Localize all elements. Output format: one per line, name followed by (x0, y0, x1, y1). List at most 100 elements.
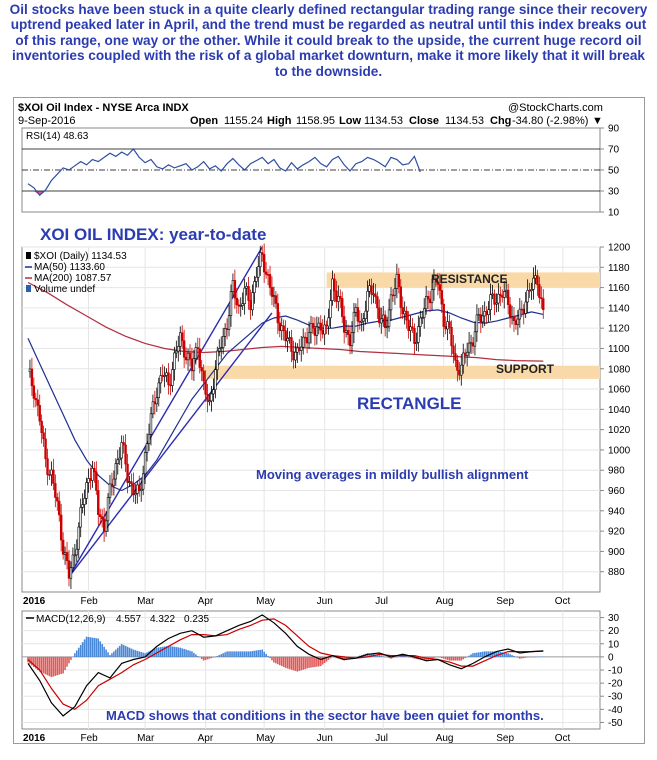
price-candle-body (298, 347, 301, 351)
price-candle-body (274, 295, 278, 304)
macd-month-label: Feb (81, 733, 99, 743)
price-candle-body (518, 308, 522, 320)
macd-histogram-bar (536, 656, 539, 658)
macd-histogram-bar (273, 656, 275, 663)
macd-histogram-bar (44, 656, 47, 675)
price-candle-body (506, 289, 510, 305)
price-candle-body (99, 514, 102, 518)
price-candle-body (280, 325, 283, 331)
price-candle-body (493, 293, 496, 305)
macd-histogram-bar (474, 652, 476, 657)
low-value: 1134.53 (364, 115, 403, 127)
rsi-line (27, 148, 421, 197)
macd-histogram-bar (296, 656, 299, 672)
macd-histogram-bar (177, 647, 180, 657)
macd-histogram-bar (253, 650, 256, 657)
low-label: Low (339, 115, 361, 127)
price-candle-body (491, 293, 494, 296)
macd-histogram-bar (36, 656, 39, 671)
price-candle-body (428, 298, 432, 304)
macd-histogram-bar (282, 656, 285, 667)
price-candle-body (233, 280, 237, 299)
macd-histogram-bar (239, 651, 242, 657)
macd-histogram-bar (413, 656, 416, 659)
price-candle-body (104, 520, 108, 532)
price-candle-body (75, 548, 78, 556)
macd-histogram-bar (501, 652, 504, 657)
macd-histogram-bar (75, 650, 78, 657)
price-candle-body (446, 321, 449, 330)
price-candle-body (65, 552, 69, 562)
price-candle-body (397, 273, 401, 288)
price-tick-label: 1100 (608, 344, 630, 355)
macd-histogram-bar (150, 650, 152, 657)
macd-histogram-bar (257, 650, 260, 657)
price-candle-body (163, 375, 166, 377)
price-candle-body (417, 326, 420, 343)
price-candle-body (475, 314, 479, 333)
price-candle-body (346, 329, 350, 335)
rsi-legend: RSI(14) 48.63 (26, 131, 89, 142)
macd-histogram-bar (130, 648, 133, 657)
price-candle-body (89, 478, 92, 481)
price-month-label: Jun (317, 596, 333, 607)
price-candle-body (79, 507, 82, 528)
price-candle-body (305, 337, 309, 344)
price-candle-body (56, 497, 59, 502)
macd-histogram-bar (183, 648, 185, 657)
rsi-tick-label: 30 (608, 187, 620, 198)
macd-histogram-bar (181, 648, 183, 657)
price-candle-body (501, 295, 504, 298)
price-candle-body (358, 320, 361, 323)
price-legend: $XOI (Daily) 1134.53 MA(50) 1133.60 MA(2… (25, 251, 127, 295)
price-candle-body (405, 310, 408, 321)
macd-histogram-bar (388, 656, 390, 659)
macd-histogram-bar (398, 656, 400, 657)
price-candle-body (67, 560, 71, 579)
price-candle-body (438, 284, 442, 291)
macd-histogram-bar (513, 655, 515, 657)
price-candle-body (59, 514, 63, 541)
macd-month-label: Jul (375, 733, 388, 743)
rsi-tick-label: 50 (608, 166, 620, 177)
macd-histogram-bar (466, 656, 468, 658)
price-candle-body (374, 293, 377, 297)
macd-histogram-bar (140, 651, 142, 657)
macd-histogram-bar (431, 656, 433, 659)
price-candle-body (188, 352, 192, 360)
intro-paragraph: Oil stocks have been stuck in a quite cl… (9, 2, 648, 79)
price-candle-body (268, 274, 272, 288)
macd-legend-signal-value: 4.322 (150, 614, 175, 625)
macd-histogram-bar (72, 656, 74, 658)
macd-histogram-bar (454, 656, 457, 661)
price-candle-body (411, 326, 414, 329)
macd-histogram-bar (237, 651, 240, 657)
price-candle-body (95, 471, 98, 491)
price-candle-body (456, 360, 459, 371)
macd-histogram-bar (284, 656, 287, 668)
macd-histogram-bar (103, 646, 105, 657)
price-candle-body (444, 326, 447, 330)
macd-histogram-bar (503, 652, 506, 657)
macd-histogram-bar (517, 656, 519, 658)
macd-histogram-bar (251, 651, 254, 657)
macd-histogram-bar (300, 656, 303, 671)
price-candle-body (63, 552, 67, 555)
price-candle-body (487, 309, 490, 316)
price-candle-body (469, 342, 473, 345)
macd-histogram-bar (319, 656, 322, 667)
macd-histogram-bar (497, 651, 500, 657)
macd-histogram-bar (439, 656, 441, 658)
price-tick-label: 1180 (608, 263, 630, 274)
macd-histogram-bar (31, 656, 33, 666)
price-candle-body (460, 364, 463, 376)
macd-histogram-bar (481, 651, 484, 657)
price-month-label: Aug (436, 596, 454, 607)
price-candle-body (261, 252, 264, 255)
macd-histogram-bar (487, 651, 490, 657)
macd-histogram-bar (392, 656, 394, 659)
macd-tick-label: 20 (608, 626, 620, 637)
chart-source: @StockCharts.com (508, 102, 603, 114)
price-candle-body (208, 400, 211, 403)
price-candle-body (378, 307, 381, 324)
